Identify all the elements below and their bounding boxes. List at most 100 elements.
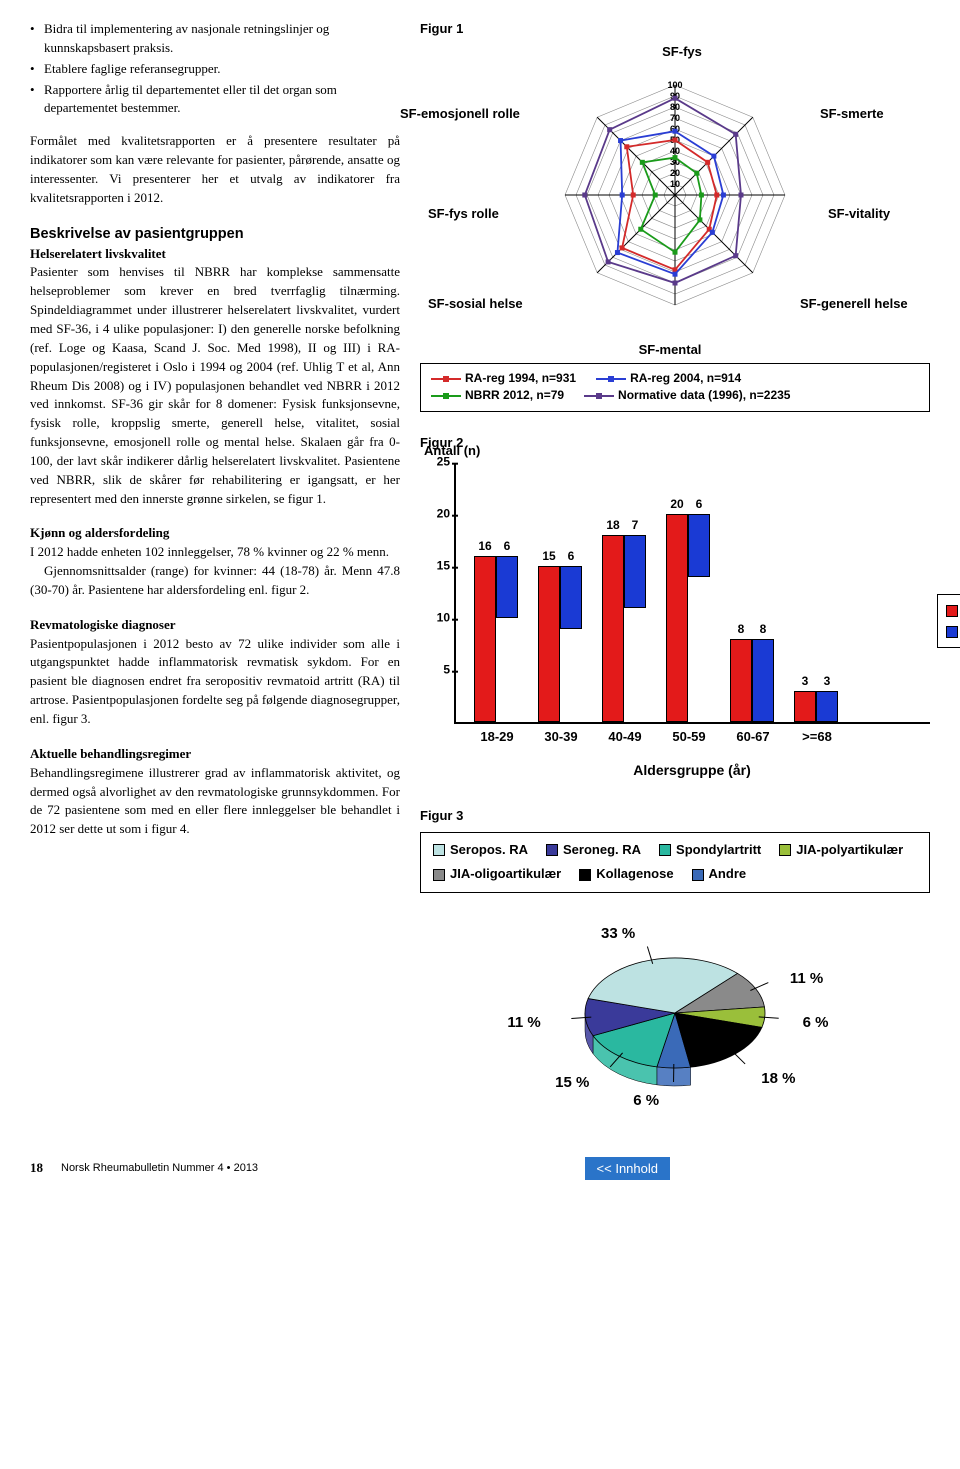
axis-label: SF-fys rolle <box>428 205 499 224</box>
legend-item: JIA-polyartikulær <box>779 841 903 860</box>
y-tick: 20 <box>437 506 456 523</box>
axis-label: SF-emosjonell rolle <box>400 105 520 124</box>
body-text: I 2012 hadde enheten 102 innleggelser, 7… <box>30 543 400 562</box>
pie-label: 6 % <box>633 1090 659 1112</box>
bar: 6 <box>688 514 710 576</box>
legend-item: RA-reg 1994, n=931 <box>431 370 576 387</box>
bullet-item: •Bidra til implementering av nasjonale r… <box>30 20 400 58</box>
bar: 15 <box>538 566 560 722</box>
bar-value: 8 <box>753 621 773 640</box>
pie-label: 18 % <box>761 1068 795 1090</box>
bar-group: 187 <box>602 535 648 722</box>
y-tick: 25 <box>437 454 456 471</box>
body-text: Behandlingsregimene illustrerer grad av … <box>30 764 400 839</box>
axis-label: SF-vitality <box>828 205 890 224</box>
bar-value: 15 <box>539 548 559 567</box>
legend-item: Seropos. RA <box>433 841 528 860</box>
figure-label: Figur 1 <box>420 20 930 39</box>
page-number: 18 <box>30 1159 43 1178</box>
pie-label: 11 % <box>790 968 823 990</box>
bar-value: 16 <box>475 538 495 557</box>
figure-label: Figur 2 <box>420 434 930 453</box>
bar: 20 <box>666 514 688 722</box>
pie-label: 6 % <box>803 1012 829 1034</box>
figure-label: Figur 3 <box>420 807 930 826</box>
figure-2: Figur 2 Antall (n) 51015202518-2916630-3… <box>420 434 930 781</box>
intro-paragraph: Formålet med kvalitetsrapporten er å pre… <box>30 132 400 207</box>
bar: 6 <box>560 566 582 628</box>
legend-item: Kvinner <box>946 601 960 620</box>
bar: 6 <box>496 556 518 618</box>
bar-group: 166 <box>474 556 520 722</box>
y-tick: 5 <box>443 662 456 679</box>
bar-group: 156 <box>538 566 584 722</box>
legend-item: Menn <box>946 622 960 641</box>
bar-chart: 51015202518-2916630-3915640-4918750-5920… <box>454 464 930 724</box>
subheading: Helserelatert livskvalitet <box>30 245 400 264</box>
y-tick: 10 <box>437 610 456 627</box>
body-text: Pasientpopulasjonen i 2012 besto av 72 u… <box>30 635 400 729</box>
toc-button[interactable]: << Innhold <box>585 1157 670 1180</box>
axis-label: SF-sosial helse <box>428 295 523 314</box>
bar-value: 3 <box>817 673 837 692</box>
legend-item: Kollagenose <box>579 865 673 884</box>
bar: 7 <box>624 535 646 608</box>
svg-text:40: 40 <box>670 146 680 156</box>
publication-info: Norsk Rheumabulletin Nummer 4 • 2013 <box>61 1161 258 1177</box>
axis-label: SF-generell helse <box>800 295 908 314</box>
radar-chart: 102030405060708090100 <box>505 45 845 345</box>
figure-3: Figur 3 Seropos. RASeroneg. RASpondylart… <box>420 807 930 1134</box>
pie-label: 11 % <box>507 1012 540 1034</box>
bar-value: 7 <box>625 517 645 536</box>
bar-value: 8 <box>731 621 751 640</box>
axis-label: SF-mental <box>639 341 702 360</box>
legend-item: Andre <box>692 865 747 884</box>
legend-item: RA-reg 2004, n=914 <box>596 370 741 387</box>
radar-legend: RA-reg 1994, n=931 RA-reg 2004, n=914 NBRR… <box>420 363 930 412</box>
subheading: Kjønn og aldersfordeling <box>30 524 400 543</box>
svg-text:70: 70 <box>670 113 680 123</box>
bar: 16 <box>474 556 496 722</box>
legend-item: Normative data (1996), n=2235 <box>584 387 790 404</box>
bullet-item: •Rapportere årlig til departementet elle… <box>30 81 400 119</box>
axis-label: SF-fys <box>662 43 702 62</box>
bar-group: 206 <box>666 514 712 722</box>
figure-1: Figur 1 102030405060708090100 SF-fys SF-s… <box>420 20 930 412</box>
bar: 18 <box>602 535 624 722</box>
svg-text:10: 10 <box>670 179 680 189</box>
diagnosis-legend: Seropos. RASeroneg. RASpondylartrittJIA-… <box>420 832 930 894</box>
bullet-item: •Etablere faglige referansegrupper. <box>30 60 400 79</box>
bar-legend: Kvinner Menn <box>937 594 960 648</box>
subheading: Revmatologiske diagnoser <box>30 616 400 635</box>
text-column: •Bidra til implementering av nasjonale r… <box>30 20 400 1133</box>
x-axis-label: Aldersgruppe (år) <box>454 760 930 780</box>
figures-column: Figur 1 102030405060708090100 SF-fys SF-s… <box>420 20 930 1133</box>
bar-value: 3 <box>795 673 815 692</box>
bar-group: 88 <box>730 639 776 722</box>
bar-value: 6 <box>497 538 517 557</box>
section-heading: Beskrivelse av pasientgruppen <box>30 224 400 245</box>
body-text: Gjennomsnittsalder (range) for kvinner: … <box>30 562 400 600</box>
legend-item: JIA-oligoartikulær <box>433 865 561 884</box>
bar-value: 6 <box>561 548 581 567</box>
x-tick: 60-67 <box>736 722 769 747</box>
bar: 3 <box>794 691 816 722</box>
x-tick: 50-59 <box>672 722 705 747</box>
axis-label: SF-smerte <box>820 105 884 124</box>
svg-text:80: 80 <box>670 102 680 112</box>
bar: 8 <box>752 639 774 722</box>
y-tick: 15 <box>437 558 456 575</box>
pie-label: 33 % <box>601 923 635 945</box>
bar: 8 <box>730 639 752 722</box>
x-tick: 40-49 <box>608 722 641 747</box>
legend-item: Seroneg. RA <box>546 841 641 860</box>
x-tick: 18-29 <box>480 722 513 747</box>
bar-group: 33 <box>794 691 840 722</box>
svg-text:20: 20 <box>670 168 680 178</box>
svg-text:100: 100 <box>667 80 682 90</box>
subheading: Aktuelle behandlingsregimer <box>30 745 400 764</box>
body-text: Pasienter som henvises til NBRR har komp… <box>30 263 400 508</box>
legend-item: NBRR 2012, n=79 <box>431 387 564 404</box>
bar-value: 18 <box>603 517 623 536</box>
page-footer: 18 Norsk Rheumabulletin Nummer 4 • 2013 … <box>30 1157 930 1180</box>
